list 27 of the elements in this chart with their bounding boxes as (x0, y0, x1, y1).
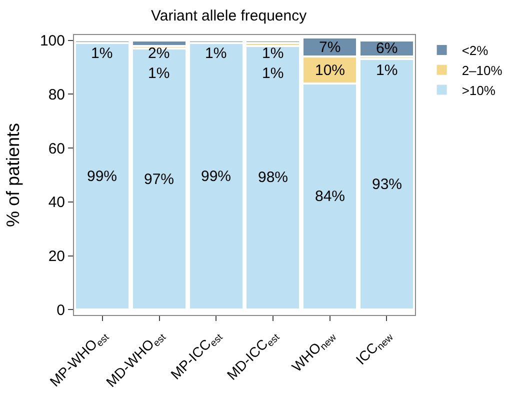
y-tick-label: 80 (48, 86, 65, 104)
data-label: 99% (87, 168, 118, 185)
y-tick-label: 20 (48, 248, 65, 266)
data-label: 93% (372, 176, 402, 193)
data-label: 1% (148, 65, 170, 82)
y-tick-label: 60 (48, 140, 65, 158)
data-label: 7% (319, 39, 341, 56)
data-label: 84% (315, 188, 346, 205)
y-tick-label: 100 (40, 32, 65, 50)
data-label: 99% (201, 168, 232, 185)
data-label: 1% (91, 45, 113, 62)
data-label: 2% (148, 45, 170, 62)
chart-title: Variant allele frequency (150, 8, 308, 25)
data-label: 10% (315, 62, 346, 79)
legend-label: 2–10% (462, 62, 503, 78)
data-label: 98% (258, 169, 288, 186)
data-label: 97% (144, 171, 174, 188)
legend-label: <2% (462, 43, 489, 58)
data-label: 6% (376, 40, 398, 57)
data-label: 1% (262, 65, 284, 82)
y-axis-title: % of patients (3, 122, 24, 228)
data-label: 1% (376, 62, 398, 79)
y-tick-label: 0 (56, 302, 65, 319)
data-label: 1% (262, 45, 284, 62)
y-tick-label: 40 (48, 194, 65, 212)
data-label: 1% (205, 45, 227, 62)
legend-label: >10% (462, 82, 496, 98)
